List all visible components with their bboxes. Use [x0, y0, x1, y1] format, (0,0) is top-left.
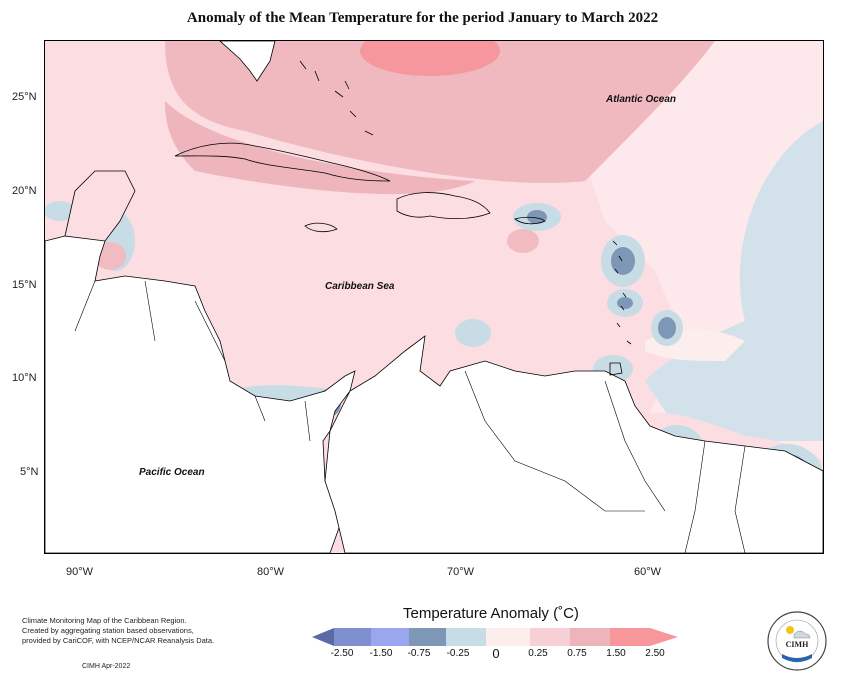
south-america-borders — [464, 370, 746, 553]
wave-icon — [782, 654, 812, 662]
legend-tick: 0.25 — [528, 648, 548, 659]
legend-tick: -0.25 — [446, 648, 470, 659]
anomaly-field-cool-barbados-core — [658, 317, 676, 339]
central-america-land — [45, 230, 356, 553]
trinidad-coast — [609, 362, 623, 376]
source-line: provided by CariCOF, with NCEP/NCAR Rean… — [22, 636, 215, 645]
legend-tick: -2.50 — [330, 648, 354, 659]
anomaly-field-cool-st-lucia-core — [617, 297, 633, 309]
central-america-borders — [74, 280, 311, 442]
legend-tick: 1.50 — [606, 648, 626, 659]
cuba-coast — [174, 142, 391, 182]
source-line: Climate Monitoring Map of the Caribbean … — [22, 616, 187, 625]
cimh-logo: CIMH — [767, 611, 827, 671]
florida-land — [219, 41, 276, 82]
lat-label-15n: 15°N — [12, 279, 37, 291]
jamaica-coast — [304, 222, 338, 233]
lat-label-20n: 20°N — [12, 185, 37, 197]
color-bar-segment — [334, 628, 371, 646]
cloud-icon — [793, 630, 811, 639]
south-america-land — [324, 335, 823, 553]
anomaly-field-cool-curacao — [455, 319, 491, 347]
color-bar-segment — [371, 628, 409, 646]
anomaly-field-warm-atlantic — [165, 41, 715, 183]
lon-label-90w: 90°W — [66, 566, 94, 578]
lat-label-5n: 5°N — [20, 466, 39, 478]
anomaly-field-cool-atlantic — [645, 121, 823, 441]
legend-tick: 0 — [492, 646, 500, 661]
color-bar-segment — [530, 628, 570, 646]
yucatan-coast — [64, 170, 136, 242]
source-line: Created by aggregating station based obs… — [22, 626, 194, 635]
anomaly-field-hot-spot — [360, 41, 500, 76]
anomaly-field-warm-cuba — [165, 101, 475, 195]
color-bar-segment — [610, 628, 650, 646]
legend-title: Temperature Anomaly (˚C) — [403, 605, 579, 622]
hispaniola-coast — [396, 192, 491, 220]
color-bar — [312, 628, 678, 646]
anomaly-field-cool-guadeloupe-core — [611, 247, 635, 275]
puerto-rico-coast — [514, 216, 546, 225]
source-note: Climate Monitoring Map of the Caribbean … — [22, 616, 232, 646]
caribbean-sea-label: Caribbean Sea — [325, 281, 395, 292]
color-bar-segment — [446, 628, 486, 646]
lesser-antilles-coast — [612, 240, 632, 345]
pacific-ocean-label: Pacific Ocean — [139, 467, 205, 478]
lat-label-10n: 10°N — [12, 372, 37, 384]
lon-label-60w: 60°W — [634, 566, 662, 578]
anomaly-map-svg — [45, 41, 823, 553]
bahamas-coast — [299, 60, 374, 136]
color-bar-segment — [570, 628, 610, 646]
credit-text: CIMH Apr-2022 — [82, 663, 131, 670]
legend-tick: 2.50 — [645, 648, 665, 659]
color-bar-arrow-left — [312, 628, 334, 646]
lat-label-25n: 25°N — [12, 91, 37, 103]
anomaly-field-warm-pr — [507, 229, 539, 253]
anomaly-field-cool-pr-core — [527, 210, 547, 224]
map-title: Anomaly of the Mean Temperature for the … — [186, 10, 659, 26]
lon-label-70w: 70°W — [447, 566, 475, 578]
color-bar-segment — [409, 628, 446, 646]
color-bar-arrow-right — [650, 628, 678, 646]
legend-tick: -0.75 — [407, 648, 431, 659]
anomaly-field-cool-gulf — [45, 201, 76, 221]
color-bar-segment — [486, 628, 530, 646]
anomaly-map — [44, 40, 824, 554]
legend-tick: 0.75 — [567, 648, 587, 659]
sun-icon — [786, 626, 794, 634]
legend-tick: -1.50 — [369, 648, 393, 659]
logo-text: CIMH — [786, 640, 809, 649]
lon-label-80w: 80°W — [257, 566, 285, 578]
atlantic-ocean-label: Atlantic Ocean — [606, 94, 677, 105]
